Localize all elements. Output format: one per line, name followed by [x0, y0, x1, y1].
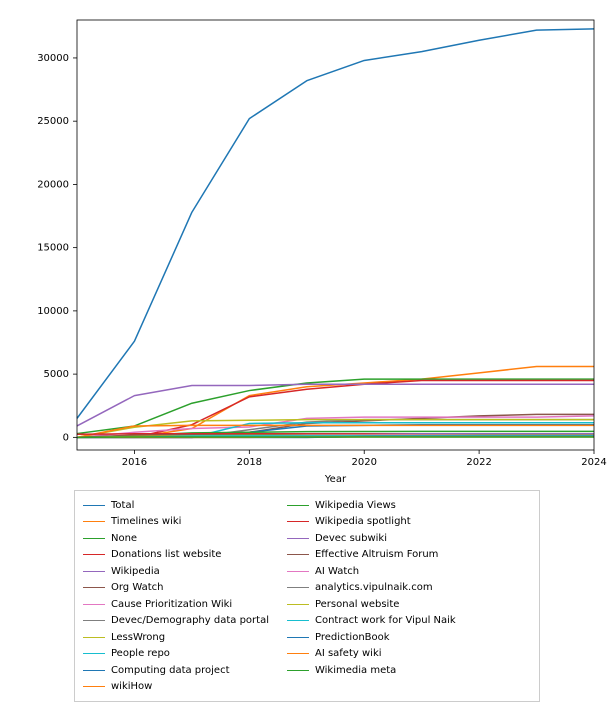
legend-label: Wikipedia spotlight — [315, 516, 411, 527]
legend-item: AI safety wiki — [287, 646, 456, 663]
legend-item: People repo — [83, 646, 269, 663]
x-axis-label: Year — [324, 474, 347, 485]
legend-item: Devec/Demography data portal — [83, 613, 269, 630]
legend-item: Org Watch — [83, 580, 269, 597]
legend-swatch — [83, 571, 105, 572]
legend-label: Devec subwiki — [315, 533, 387, 544]
series-line — [77, 29, 594, 419]
y-tick-label: 15000 — [37, 243, 69, 254]
y-tick-label: 0 — [63, 432, 69, 443]
y-tick-label: 10000 — [37, 306, 69, 317]
legend-label: Wikimedia meta — [315, 665, 396, 676]
y-tick-label: 20000 — [37, 179, 69, 190]
series-line — [77, 380, 594, 437]
legend-swatch — [83, 505, 105, 506]
legend-swatch — [83, 686, 105, 687]
legend-item: LessWrong — [83, 629, 269, 646]
legend-swatch — [83, 538, 105, 539]
legend-item: None — [83, 530, 269, 547]
legend-label: Cause Prioritization Wiki — [111, 599, 232, 610]
legend-item: Wikimedia meta — [287, 662, 456, 679]
legend-swatch — [83, 554, 105, 555]
legend-swatch — [287, 670, 309, 671]
legend-item: Personal website — [287, 596, 456, 613]
legend-swatch — [287, 587, 309, 588]
legend-item: AI Watch — [287, 563, 456, 580]
legend-item: Computing data project — [83, 662, 269, 679]
series-line — [77, 367, 594, 438]
x-tick-label: 2024 — [581, 457, 606, 468]
legend-swatch — [83, 620, 105, 621]
y-tick-label: 30000 — [37, 53, 69, 64]
legend-label: Contract work for Vipul Naik — [315, 615, 456, 626]
legend-label: Wikipedia — [111, 566, 160, 577]
legend-label: Effective Altruism Forum — [315, 549, 438, 560]
legend-swatch — [287, 637, 309, 638]
legend-swatch — [83, 653, 105, 654]
legend-swatch — [287, 604, 309, 605]
legend-item: Total — [83, 497, 269, 514]
y-tick-label: 5000 — [44, 369, 69, 380]
legend-swatch — [287, 620, 309, 621]
legend-swatch — [83, 587, 105, 588]
legend-item: Wikipedia spotlight — [287, 514, 456, 531]
legend-label: Computing data project — [111, 665, 230, 676]
legend-label: analytics.vipulnaik.com — [315, 582, 433, 593]
legend-label: None — [111, 533, 137, 544]
legend-swatch — [83, 637, 105, 638]
legend-item: Devec subwiki — [287, 530, 456, 547]
legend-label: Org Watch — [111, 582, 163, 593]
legend-label: AI Watch — [315, 566, 359, 577]
legend-item: Wikipedia — [83, 563, 269, 580]
legend-item: Contract work for Vipul Naik — [287, 613, 456, 630]
x-tick-label: 2018 — [237, 457, 262, 468]
legend-item: PredictionBook — [287, 629, 456, 646]
legend-label: AI safety wiki — [315, 648, 382, 659]
legend-label: Devec/Demography data portal — [111, 615, 269, 626]
legend-item: Wikipedia Views — [287, 497, 456, 514]
legend-item: wikiHow — [83, 679, 269, 696]
legend-swatch — [287, 538, 309, 539]
legend-swatch — [83, 521, 105, 522]
legend-swatch — [287, 653, 309, 654]
legend-swatch — [287, 505, 309, 506]
legend-item: analytics.vipulnaik.com — [287, 580, 456, 597]
legend-label: Timelines wiki — [111, 516, 181, 527]
legend: Total Timelines wiki None Donations list we… — [74, 490, 540, 702]
legend-item: Donations list website — [83, 547, 269, 564]
legend-item: Effective Altruism Forum — [287, 547, 456, 564]
legend-swatch — [83, 670, 105, 671]
x-tick-label: 2022 — [466, 457, 491, 468]
legend-label: wikiHow — [111, 681, 152, 692]
legend-label: Donations list website — [111, 549, 221, 560]
legend-item: Timelines wiki — [83, 514, 269, 531]
legend-label: LessWrong — [111, 632, 165, 643]
legend-swatch — [287, 571, 309, 572]
legend-swatch — [287, 521, 309, 522]
legend-label: PredictionBook — [315, 632, 390, 643]
legend-swatch — [287, 554, 309, 555]
x-tick-label: 2016 — [122, 457, 147, 468]
legend-label: Wikipedia Views — [315, 500, 396, 511]
x-tick-label: 2020 — [351, 457, 376, 468]
legend-swatch — [83, 604, 105, 605]
y-tick-label: 25000 — [37, 116, 69, 127]
legend-label: People repo — [111, 648, 170, 659]
legend-label: Total — [111, 500, 134, 511]
legend-item: Cause Prioritization Wiki — [83, 596, 269, 613]
legend-label: Personal website — [315, 599, 399, 610]
